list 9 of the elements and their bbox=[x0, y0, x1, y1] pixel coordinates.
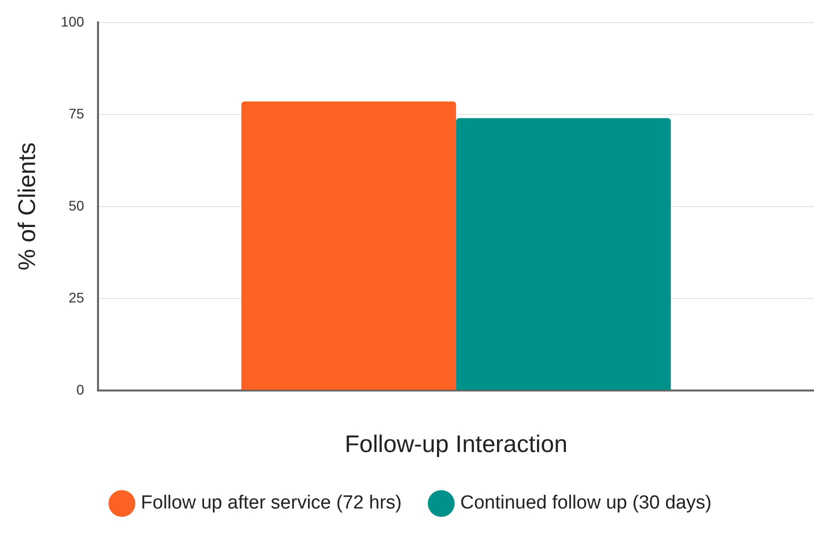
x-axis-title: Follow-up Interaction bbox=[344, 431, 568, 458]
y-tick-label: 50 bbox=[68, 197, 84, 214]
y-tick-label: 75 bbox=[68, 105, 84, 122]
y-axis-title: % of Clients bbox=[14, 142, 42, 270]
legend-label: Continued follow up (30 days) bbox=[460, 492, 712, 514]
y-tick-label: 0 bbox=[76, 381, 84, 398]
legend-label: Follow up after service (72 hrs) bbox=[140, 492, 402, 514]
y-tick-label: 100 bbox=[60, 13, 84, 30]
y-tick-label: 25 bbox=[68, 289, 84, 306]
